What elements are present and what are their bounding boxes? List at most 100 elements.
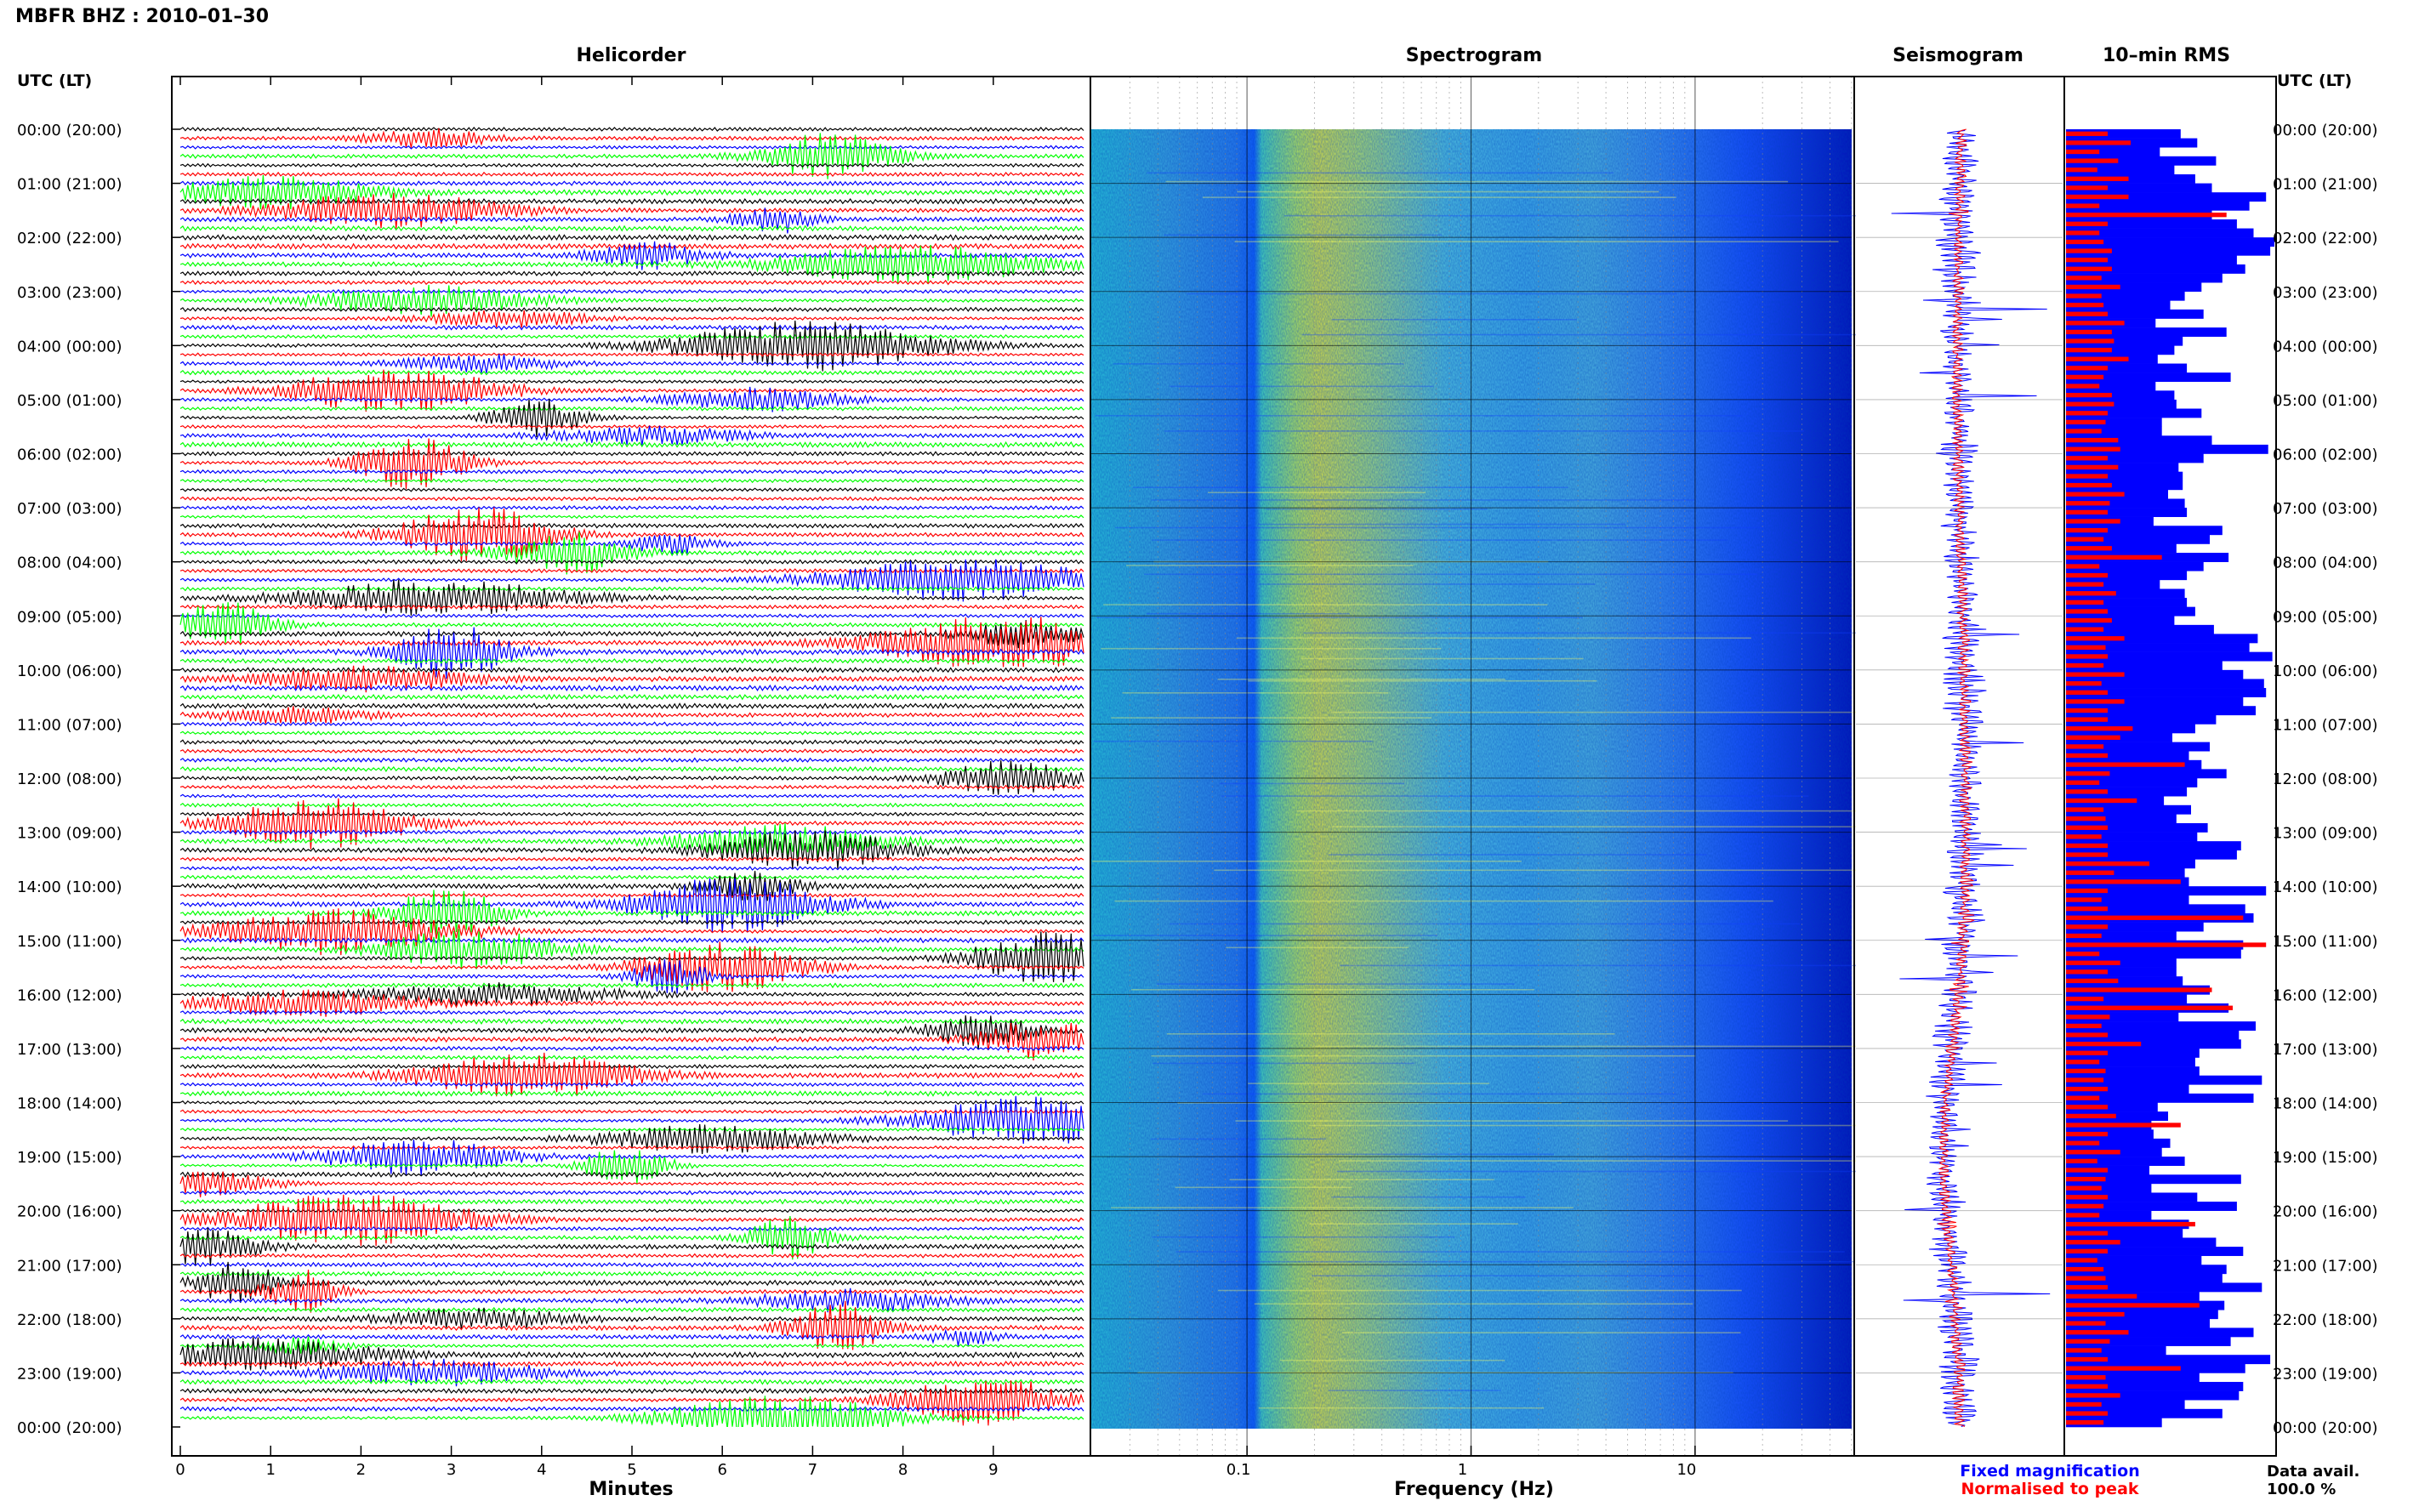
spectrogram-streak bbox=[1342, 1332, 1741, 1333]
time-label-right: 23:00 (19:00) bbox=[2273, 1365, 2378, 1383]
helicorder-trace bbox=[179, 871, 1084, 901]
rms-bar-normalised bbox=[2066, 213, 2227, 218]
rms-bar-fixed bbox=[2066, 804, 2191, 815]
rms-bar-normalised bbox=[2066, 554, 2162, 560]
helicorder-trace bbox=[179, 162, 1084, 168]
helicorder-trace bbox=[179, 496, 1084, 502]
rms-bar-normalised bbox=[2066, 501, 2110, 506]
rms-bar-fixed bbox=[2066, 1400, 2185, 1410]
rms-bar-fixed bbox=[2066, 688, 2267, 697]
rms-bar-normalised bbox=[2066, 1276, 2106, 1281]
spectrogram-streak bbox=[1152, 539, 1727, 541]
spectrogram-streak bbox=[1214, 869, 1885, 872]
helicorder-trace bbox=[179, 1406, 1084, 1413]
rms-bar-fixed bbox=[2066, 1129, 2154, 1140]
helicorder-trace bbox=[179, 1063, 1084, 1070]
rms-bar-normalised bbox=[2066, 1311, 2125, 1317]
helicorder-trace bbox=[179, 174, 1084, 210]
rms-bar-fixed bbox=[2066, 390, 2175, 401]
helicorder-trace bbox=[179, 354, 1084, 373]
rms-bar-fixed bbox=[2066, 1390, 2240, 1401]
rms-bar-normalised bbox=[2066, 276, 2102, 281]
helicorder-trace bbox=[179, 406, 1084, 412]
spectrogram-streak bbox=[1219, 782, 1405, 785]
helicorder-trace bbox=[179, 982, 1084, 1006]
rms-bar-normalised bbox=[2066, 1041, 2142, 1047]
rms-bar-normalised bbox=[2066, 699, 2125, 704]
spectrogram-streak bbox=[1339, 1160, 1946, 1162]
helicorder-trace bbox=[179, 1261, 1084, 1303]
helicorder-trace bbox=[179, 1380, 1084, 1426]
helicorder-trace bbox=[179, 892, 1084, 898]
rms-bar-fixed bbox=[2066, 183, 2212, 193]
rms-bar-fixed bbox=[2066, 534, 2210, 544]
helicorder-trace bbox=[179, 1307, 1084, 1329]
rms-bar-fixed bbox=[2066, 1373, 2200, 1383]
time-label-right: 14:00 (10:00) bbox=[2273, 878, 2378, 896]
rms-bar-fixed bbox=[2066, 1174, 2241, 1185]
spectrogram-streak bbox=[1202, 1093, 1676, 1095]
rms-bar-fixed bbox=[2066, 156, 2217, 166]
rms-bar-fixed bbox=[2066, 1030, 2240, 1040]
time-label-right: 13:00 (09:00) bbox=[2273, 825, 2378, 843]
rms-bar-normalised bbox=[2066, 798, 2137, 804]
rms-bar-normalised bbox=[2066, 861, 2149, 867]
time-label-left: 10:00 (06:00) bbox=[17, 662, 122, 680]
spectrogram-streak bbox=[1096, 617, 1583, 618]
helicorder-trace bbox=[179, 438, 1084, 490]
rms-bar-fixed bbox=[2066, 426, 2162, 436]
helicorder-trace bbox=[179, 559, 1084, 602]
time-label-right: 02:00 (22:00) bbox=[2273, 230, 2378, 247]
spectrogram-streak bbox=[1226, 946, 1409, 949]
time-label-left: 13:00 (09:00) bbox=[17, 825, 122, 843]
rms-bar-normalised bbox=[2066, 1221, 2195, 1227]
spectrogram-streak bbox=[1146, 612, 1350, 615]
utc-header-left: UTC (LT) bbox=[17, 71, 92, 90]
spectrogram-streak bbox=[1328, 854, 1707, 855]
rms-bar-normalised bbox=[2066, 546, 2112, 551]
helicorder-trace bbox=[179, 171, 1084, 178]
spectrogram-streak bbox=[1266, 508, 1488, 510]
rms-bar-normalised bbox=[2066, 419, 2106, 425]
rms-bar-normalised bbox=[2066, 617, 2112, 623]
rms-bar-normalised bbox=[2066, 1068, 2106, 1074]
time-label-right: 10:00 (06:00) bbox=[2273, 662, 2378, 680]
rms-bar-normalised bbox=[2066, 1150, 2120, 1155]
spectrogram-streak bbox=[1111, 717, 1432, 719]
rms-bar-fixed bbox=[2066, 129, 2181, 139]
helicorder-trace bbox=[179, 423, 1084, 429]
rms-bar-fixed bbox=[2066, 832, 2198, 842]
helicorder-trace bbox=[179, 931, 1084, 983]
rms-bar-fixed bbox=[2066, 1382, 2244, 1391]
rms-bar-normalised bbox=[2066, 1176, 2106, 1182]
helicorder-trace bbox=[179, 514, 1084, 520]
rms-bar-fixed bbox=[2066, 1012, 2179, 1022]
time-label-left: 07:00 (03:00) bbox=[17, 500, 122, 518]
helicorder-trace bbox=[179, 1261, 1084, 1268]
rms-bar-fixed bbox=[2066, 714, 2217, 725]
spectrogram-streak bbox=[1144, 573, 1758, 576]
time-label-left: 00:00 (20:00) bbox=[17, 1419, 122, 1437]
spectrogram-grid bbox=[1090, 77, 1853, 1456]
helicorder-trace bbox=[179, 657, 1084, 664]
helicorder-trace bbox=[179, 441, 1084, 449]
helicorder-trace bbox=[179, 706, 1084, 725]
rms-bar-fixed bbox=[2066, 399, 2177, 409]
rms-bar-normalised bbox=[2066, 1086, 2108, 1092]
rms-bar-normalised bbox=[2066, 1375, 2106, 1380]
rms-bar-normalised bbox=[2066, 870, 2114, 875]
seismogram-fixed-trace bbox=[1891, 129, 2051, 1427]
helicorder-title: Helicorder bbox=[577, 45, 686, 66]
time-label-right: 12:00 (08:00) bbox=[2273, 770, 2378, 788]
rms-bar-fixed bbox=[2066, 751, 2189, 761]
time-label-right: 09:00 (05:00) bbox=[2273, 608, 2378, 626]
helicorder-trace bbox=[179, 959, 1084, 994]
rms-bar-normalised bbox=[2066, 482, 2112, 488]
rms-bar-fixed bbox=[2066, 1282, 2262, 1293]
helicorder-trace bbox=[179, 133, 1084, 179]
rms-bar-normalised bbox=[2066, 384, 2100, 389]
helicorder-trace bbox=[179, 1358, 1084, 1387]
rms-bar-fixed bbox=[2066, 1310, 2218, 1320]
helicorder-trace bbox=[179, 982, 1084, 989]
rms-bar-normalised bbox=[2066, 1240, 2120, 1245]
